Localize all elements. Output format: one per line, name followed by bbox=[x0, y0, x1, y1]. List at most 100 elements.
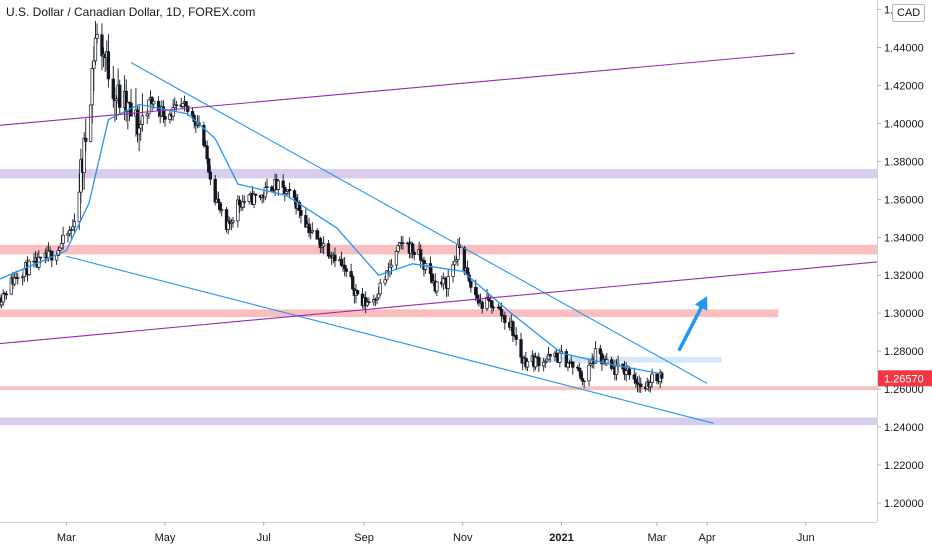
rising-lower-trendline bbox=[0, 261, 878, 345]
candle-body bbox=[92, 60, 96, 69]
candle-body bbox=[503, 315, 507, 323]
candle-body bbox=[299, 210, 303, 216]
candle-body bbox=[648, 382, 653, 388]
candle bbox=[126, 101, 130, 130]
candle bbox=[247, 194, 251, 205]
candle-body bbox=[140, 115, 145, 125]
candle-body bbox=[208, 171, 213, 180]
candle-body bbox=[542, 361, 546, 367]
currency-badge[interactable]: CAD bbox=[892, 4, 926, 22]
candle bbox=[480, 299, 484, 314]
candle-body bbox=[349, 271, 353, 277]
candle-body bbox=[216, 198, 221, 203]
candle bbox=[571, 361, 575, 375]
candle-body bbox=[627, 367, 632, 376]
candle bbox=[344, 265, 348, 277]
candle-body bbox=[72, 221, 77, 228]
time-axis bbox=[0, 522, 877, 550]
candle bbox=[111, 65, 115, 108]
candle-body bbox=[655, 373, 659, 382]
candle-body bbox=[59, 242, 64, 249]
time-tick-label: Jul bbox=[257, 532, 271, 544]
candle-body bbox=[367, 301, 371, 303]
candle bbox=[533, 352, 538, 371]
candle-body bbox=[254, 193, 258, 196]
candle-body bbox=[475, 294, 479, 300]
candle-body bbox=[378, 282, 382, 295]
candle-body bbox=[184, 101, 188, 107]
candle-body bbox=[139, 124, 143, 129]
candle bbox=[462, 245, 467, 276]
candle bbox=[511, 319, 515, 343]
candle bbox=[537, 352, 541, 373]
candle-body bbox=[137, 127, 141, 135]
price-tick-label: 1.40000 bbox=[884, 118, 924, 130]
candle bbox=[503, 311, 507, 330]
candle bbox=[100, 23, 104, 71]
candle bbox=[50, 250, 54, 268]
candle-body bbox=[514, 335, 518, 340]
candle-body bbox=[263, 187, 268, 198]
candle-body bbox=[344, 268, 348, 272]
moving-average-layer bbox=[0, 103, 662, 375]
candle bbox=[546, 346, 551, 360]
candle-body bbox=[571, 361, 575, 368]
bullish-projection-arrow bbox=[677, 305, 703, 352]
candle-body bbox=[174, 104, 179, 106]
resistance-zone-1.33 bbox=[0, 244, 877, 255]
rising-upper-trendline bbox=[0, 52, 795, 126]
time-tick-label: Nov bbox=[453, 532, 473, 544]
candle bbox=[299, 203, 303, 224]
candle-body bbox=[77, 191, 81, 222]
candle-body bbox=[0, 301, 4, 306]
zones-layer bbox=[0, 168, 877, 426]
candle bbox=[310, 222, 314, 235]
support-zone-1.26 bbox=[0, 386, 877, 391]
candle bbox=[287, 182, 292, 199]
last-price-label: 1.26570 bbox=[884, 373, 924, 385]
resistance-zone-1.30 bbox=[0, 309, 779, 317]
moving-average-line bbox=[0, 103, 662, 375]
candle bbox=[388, 259, 392, 278]
candle-body bbox=[343, 264, 347, 270]
falling-upper-trendline bbox=[130, 62, 708, 384]
candle-body bbox=[389, 264, 394, 268]
candle-body bbox=[4, 293, 9, 296]
candle bbox=[27, 258, 31, 277]
candle-body bbox=[634, 378, 638, 383]
candle bbox=[16, 272, 20, 285]
price-tick-label: 1.28000 bbox=[884, 346, 924, 358]
price-tick-label: 1.26000 bbox=[884, 384, 924, 396]
candle bbox=[0, 294, 2, 308]
price-tick-label: 1.38000 bbox=[884, 156, 924, 168]
candle bbox=[456, 238, 460, 267]
candle bbox=[202, 121, 206, 148]
candle-body bbox=[163, 116, 167, 120]
candle bbox=[378, 278, 382, 297]
candle-body bbox=[394, 250, 399, 266]
candle-body bbox=[22, 268, 26, 278]
candle-body bbox=[469, 280, 473, 288]
candle bbox=[307, 217, 311, 238]
candle bbox=[22, 268, 26, 282]
candle-body bbox=[27, 260, 31, 275]
candle-body bbox=[58, 247, 62, 251]
candle bbox=[241, 194, 245, 211]
last-price-badge bbox=[878, 370, 932, 387]
candle-body bbox=[265, 186, 269, 188]
candle-body bbox=[462, 247, 467, 271]
candle bbox=[624, 362, 628, 382]
candle-body bbox=[451, 264, 455, 277]
candle-body bbox=[587, 364, 591, 382]
candle-body bbox=[190, 111, 195, 116]
candle-body bbox=[242, 201, 246, 203]
candle-body bbox=[660, 372, 664, 379]
candle-body bbox=[218, 202, 222, 211]
time-tick-label: Sep bbox=[354, 532, 374, 544]
price-tick-label: 1.24000 bbox=[884, 422, 924, 434]
candle-body bbox=[614, 365, 619, 375]
candle-body bbox=[310, 230, 314, 233]
time-tick-label: Mar bbox=[647, 532, 666, 544]
candle-body bbox=[231, 220, 235, 223]
